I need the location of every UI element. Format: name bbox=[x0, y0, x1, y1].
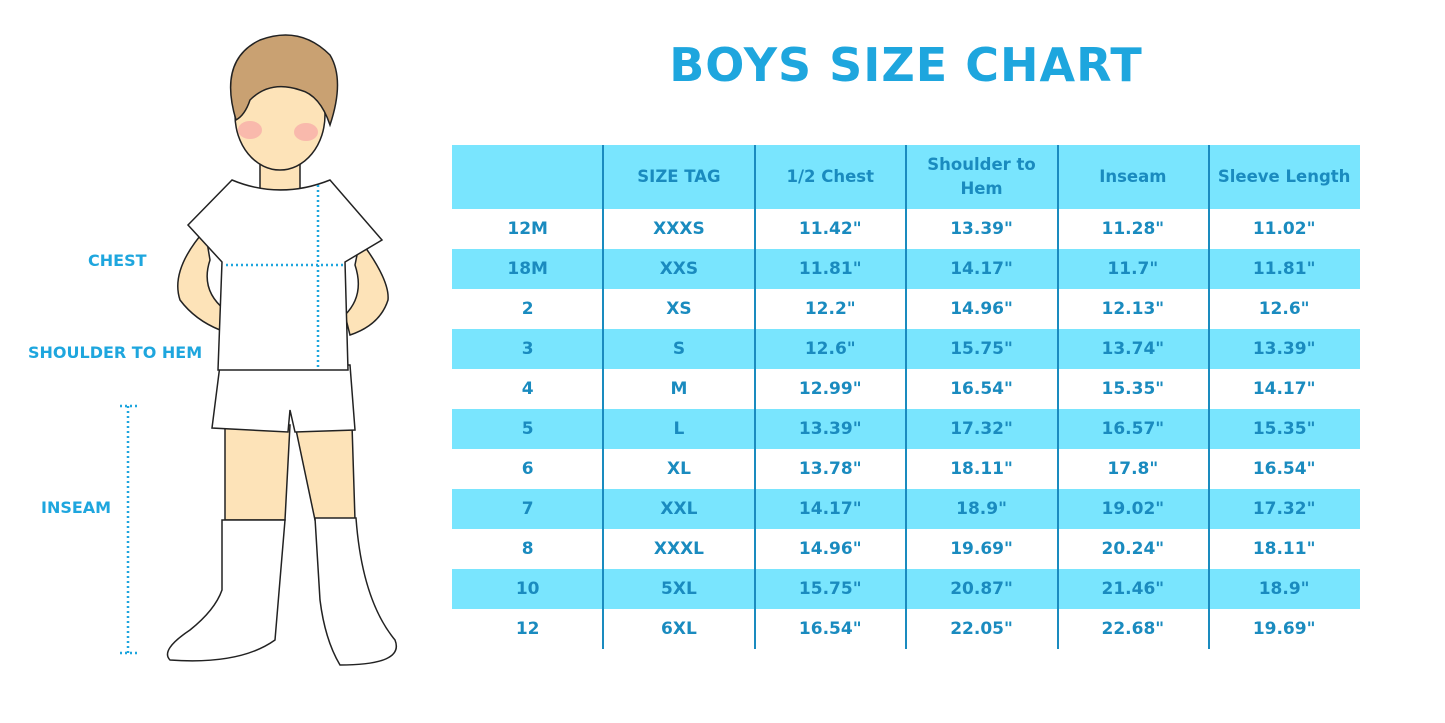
table-cell: 5XL bbox=[661, 579, 697, 599]
table-cell: 15.35" bbox=[1101, 379, 1165, 399]
table-cell: 8 bbox=[521, 539, 534, 559]
header-cell: Sleeve Length bbox=[1217, 167, 1351, 186]
table-cell: 11.02" bbox=[1252, 219, 1316, 239]
table-cell: 16.54" bbox=[1252, 459, 1316, 479]
table-cell: 18.9" bbox=[956, 499, 1007, 519]
table-cell: 18M bbox=[507, 259, 548, 279]
table-row: 12M XXXS 11.42" 13.39" 11.28" 11.02" bbox=[452, 209, 1360, 249]
table-cell: 15.75" bbox=[950, 339, 1013, 359]
table-cell: 16.54" bbox=[950, 379, 1013, 399]
table-cell: 5 bbox=[521, 419, 534, 439]
column-divider bbox=[602, 145, 604, 649]
table-cell: XXXL bbox=[653, 539, 705, 559]
table-cell: 14.96" bbox=[798, 539, 862, 559]
boy-figure-illustration bbox=[120, 34, 397, 666]
table-cell: 14.17" bbox=[1252, 379, 1316, 399]
table-cell: 6 bbox=[521, 459, 534, 479]
table-cell: 12.6" bbox=[804, 339, 856, 359]
chest-label: CHEST bbox=[88, 251, 147, 270]
table-row: 12 6XL 16.54" 22.05" 22.68" 19.69" bbox=[452, 609, 1360, 649]
column-divider bbox=[754, 145, 756, 649]
table-cell: 11.81" bbox=[1252, 259, 1316, 279]
table-cell: 12.13" bbox=[1101, 299, 1165, 319]
table-row: 6 XL 13.78" 18.11" 17.8" 16.54" bbox=[452, 449, 1360, 489]
table-cell: 13.78" bbox=[798, 459, 862, 479]
table-cell: 16.54" bbox=[798, 619, 862, 639]
table-cell: 10 bbox=[515, 579, 540, 599]
table-cell: 13.39" bbox=[1252, 339, 1316, 359]
table-cell: 12.99" bbox=[798, 379, 862, 399]
table-cell: XXXS bbox=[653, 219, 705, 239]
table-cell: 4 bbox=[521, 379, 534, 399]
table-cell: 12M bbox=[507, 219, 548, 239]
table-cell: 19.02" bbox=[1101, 499, 1165, 519]
table-cell: 13.74" bbox=[1101, 339, 1165, 359]
table-cell: XL bbox=[666, 459, 691, 479]
table-cell: 22.05" bbox=[950, 619, 1013, 639]
shoulder-to-hem-label: SHOULDER TO HEM bbox=[28, 343, 203, 362]
column-divider bbox=[1208, 145, 1210, 649]
table-cell: XXL bbox=[660, 499, 698, 519]
table-cell: 12.2" bbox=[804, 299, 856, 319]
table-cell: 15.75" bbox=[798, 579, 862, 599]
table-cell: 19.69" bbox=[1252, 619, 1316, 639]
table-cell: 18.11" bbox=[1252, 539, 1316, 559]
table-cell: 19.69" bbox=[950, 539, 1013, 559]
table-cell: 6XL bbox=[661, 619, 697, 639]
table-cell: XS bbox=[666, 299, 692, 319]
table-row: 8 XXXL 14.96" 19.69" 20.24" 18.11" bbox=[452, 529, 1360, 569]
header-cell: SIZE TAG bbox=[637, 167, 721, 186]
table-cell: 18.9" bbox=[1258, 579, 1310, 599]
table-cell: 15.35" bbox=[1252, 419, 1316, 439]
table-cell: 2 bbox=[521, 299, 534, 319]
table-row: 2 XS 12.2" 14.96" 12.13" 12.6" bbox=[452, 289, 1360, 329]
table-row: 4 M 12.99" 16.54" 15.35" 14.17" bbox=[452, 369, 1360, 409]
table-cell: 20.87" bbox=[950, 579, 1013, 599]
header-cell: 1/2 Chest bbox=[786, 167, 874, 186]
table-cell: L bbox=[673, 419, 685, 439]
table-cell: M bbox=[670, 379, 688, 399]
table-cell: 20.24" bbox=[1101, 539, 1165, 559]
table-cell: 11.81" bbox=[798, 259, 862, 279]
header-cell: Shoulder to Hem bbox=[927, 155, 1036, 198]
table-cell: 7 bbox=[521, 499, 534, 519]
table-cell: 22.68" bbox=[1101, 619, 1165, 639]
inseam-label: INSEAM bbox=[41, 498, 112, 517]
table-cell: 17.8" bbox=[1107, 459, 1159, 479]
table-cell: 11.42" bbox=[798, 219, 862, 239]
table-cell: 18.11" bbox=[950, 459, 1013, 479]
column-divider bbox=[1057, 145, 1059, 649]
header-cell: Inseam bbox=[1099, 167, 1167, 186]
table-cell: S bbox=[672, 339, 686, 359]
table-cell: 14.96" bbox=[950, 299, 1013, 319]
table-cell: 11.28" bbox=[1101, 219, 1165, 239]
table-cell: 14.17" bbox=[798, 499, 862, 519]
table-cell: 11.7" bbox=[1107, 259, 1159, 279]
table-cell: 3 bbox=[521, 339, 534, 359]
table-cell: 17.32" bbox=[950, 419, 1013, 439]
column-divider bbox=[905, 145, 907, 649]
table-cell: 13.39" bbox=[950, 219, 1013, 239]
table-cell: 21.46" bbox=[1101, 579, 1165, 599]
table-cell: 12.6" bbox=[1258, 299, 1310, 319]
table-cell: 13.39" bbox=[798, 419, 862, 439]
table-cell: 17.32" bbox=[1252, 499, 1316, 519]
table-cell: 12 bbox=[515, 619, 540, 639]
table-cell: 14.17" bbox=[950, 259, 1013, 279]
page-title: BOYS SIZE CHART bbox=[669, 38, 1143, 92]
table-cell: 16.57" bbox=[1101, 419, 1165, 439]
table-cell: XXS bbox=[659, 259, 699, 279]
